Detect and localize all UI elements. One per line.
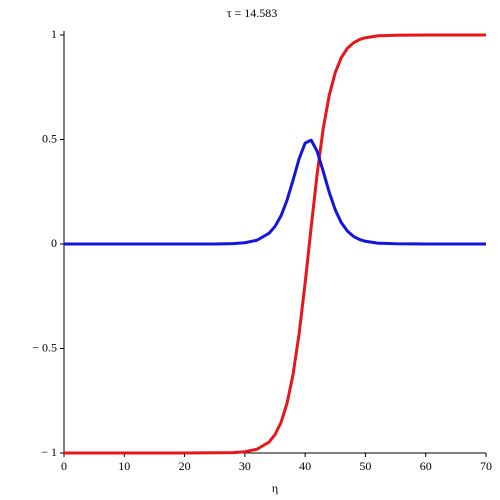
- y-tick-label: 0: [51, 236, 57, 250]
- x-tick-label: 60: [420, 459, 432, 473]
- x-tick-label: 50: [359, 459, 371, 473]
- y-tick-label: − 1: [41, 445, 57, 459]
- x-tick-label: 10: [118, 459, 130, 473]
- y-tick-label: 1: [51, 27, 57, 41]
- y-tick-label: − 0.5: [32, 340, 57, 354]
- x-tick-label: 20: [179, 459, 191, 473]
- x-tick-label: 40: [299, 459, 311, 473]
- x-tick-label: 0: [61, 459, 67, 473]
- line-series: [64, 33, 486, 455]
- x-axis-label: η: [272, 481, 278, 495]
- x-tick-label: 70: [480, 459, 492, 473]
- chart-title: τ = 14.583: [227, 6, 278, 20]
- x-tick-label: 30: [239, 459, 251, 473]
- y-tick-label: 0.5: [42, 131, 57, 145]
- line-series: [64, 138, 486, 246]
